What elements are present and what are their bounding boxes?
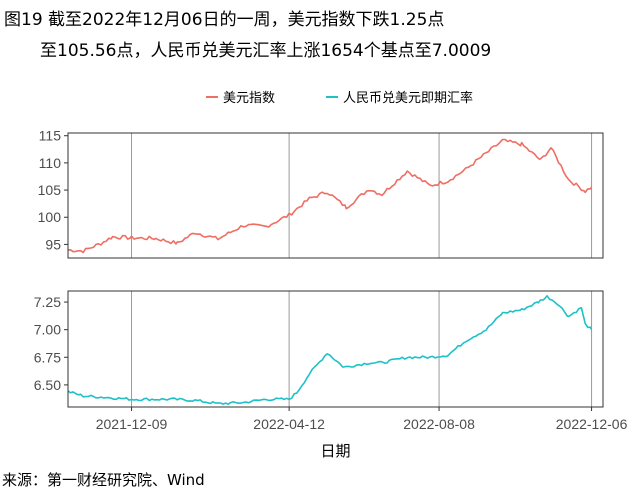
x-axis: 2021-12-09 2022-04-12 2022-08-08 2022-12-06… [96,407,628,460]
x-tick-label: 2022-04-12 [253,416,325,432]
x-axis-label: 日期 [320,442,350,460]
y-tick-label: 7.25 [34,294,61,310]
series-line-0 [67,138,593,254]
cny-rate-panel: 6.50 6.75 7.00 7.25 [34,290,604,408]
y-tick-label: 7.00 [34,322,61,338]
legend-label-0: 美元指数 [223,91,275,106]
series-line-1 [67,294,593,406]
legend-label-1: 人民币兑美元即期汇率 [343,90,473,106]
usd-index-panel: 95 100 105 110 115 [38,128,604,259]
x-tick-label: 2022-12-06 [556,416,628,432]
chart-title-line2: 至105.56点，人民币兑美元汇率上涨1654个基点至7.0009 [40,41,492,61]
y-tick-label: 100 [38,209,62,225]
x-tick-label: 2022-08-08 [403,416,475,432]
source-note: 来源：第一财经研究院、Wind [2,471,205,489]
panel-border [67,132,604,259]
y-tick-label: 105 [38,182,62,198]
y-tick-label: 110 [39,155,62,171]
y-tick-label: 6.50 [34,377,61,393]
y-tick-label: 6.75 [34,349,61,365]
x-tick-label: 2021-12-09 [96,416,168,432]
y-tick-label: 115 [39,128,62,144]
y-tick-label: 95 [45,236,61,252]
panel-border [67,290,604,408]
legend: 美元指数 人民币兑美元即期汇率 [206,90,473,106]
chart-title-line1: 图19 截至2022年12月06日的一周，美元指数下跌1.25点 [4,10,445,30]
